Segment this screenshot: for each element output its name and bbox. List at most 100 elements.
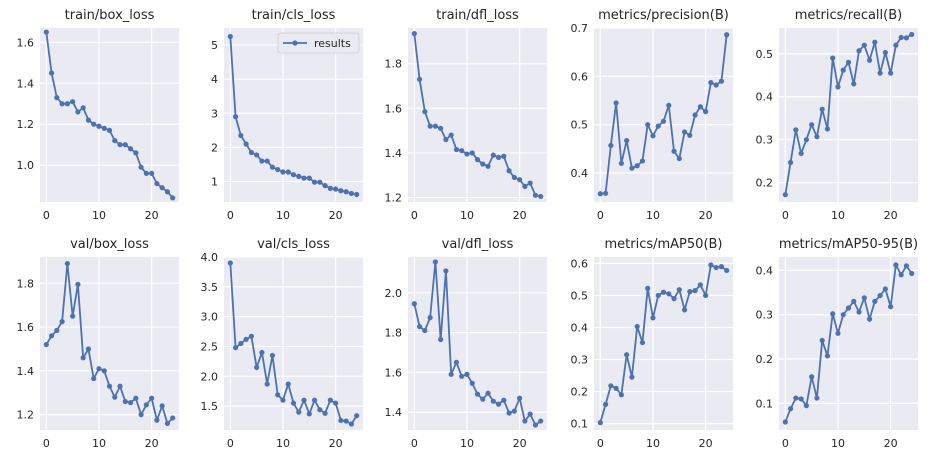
subplot-title: val/cls_loss — [257, 237, 330, 252]
data-point — [427, 123, 433, 129]
data-point — [666, 291, 672, 297]
data-point — [697, 104, 703, 110]
data-point — [480, 396, 486, 402]
data-point — [170, 195, 176, 201]
data-point — [296, 173, 302, 180]
data-point — [101, 368, 107, 374]
y-tick-label: 4.0 — [201, 251, 219, 264]
data-point — [872, 298, 878, 304]
data-point — [522, 183, 528, 189]
data-point — [517, 395, 523, 401]
data-point — [485, 163, 491, 169]
data-point — [354, 413, 360, 419]
y-tick-label: 1.2 — [17, 409, 35, 422]
data-point — [506, 168, 512, 174]
data-point — [259, 349, 265, 356]
data-point — [54, 327, 60, 333]
data-point — [133, 150, 139, 156]
data-point — [798, 150, 804, 157]
data-point — [469, 150, 475, 156]
subplot: 0 10 20 0.4 0.5 0.6 0.7 metrics/precision(B) — [571, 8, 733, 222]
data-point — [608, 383, 614, 389]
data-point — [138, 164, 144, 170]
data-point — [618, 160, 624, 166]
data-point — [708, 262, 714, 268]
data-point — [903, 263, 910, 269]
data-point — [48, 70, 55, 76]
data-point — [127, 146, 134, 152]
data-point — [432, 259, 438, 265]
data-point — [453, 146, 460, 153]
y-tick-label: 0.5 — [756, 48, 774, 61]
data-point — [629, 374, 635, 380]
data-point — [840, 312, 846, 318]
data-point — [443, 268, 449, 274]
data-point — [464, 151, 470, 157]
subplot-title: metrics/recall(B) — [795, 8, 902, 23]
y-tick-label: 0.4 — [756, 91, 774, 104]
data-point — [238, 340, 244, 347]
data-point — [443, 136, 449, 143]
y-tick-label: 0.7 — [571, 22, 589, 35]
plot-area — [40, 28, 179, 202]
data-point — [91, 375, 97, 382]
y-tick-label: 1.8 — [385, 58, 403, 71]
y-tick-label: 0.2 — [756, 353, 774, 366]
data-point — [453, 359, 460, 365]
data-point — [613, 385, 619, 391]
data-point — [692, 112, 698, 118]
data-point — [464, 371, 470, 377]
data-point — [327, 185, 333, 191]
data-point — [713, 264, 719, 271]
y-tick-label: 0.1 — [756, 397, 774, 410]
data-point — [280, 169, 286, 175]
data-point — [527, 411, 533, 417]
data-point — [782, 419, 788, 425]
data-point — [877, 70, 883, 76]
plot-area — [779, 257, 918, 430]
y-tick-label: 1.6 — [17, 321, 35, 334]
x-tick-label: 20 — [329, 437, 343, 450]
data-point — [538, 418, 544, 424]
data-point — [474, 157, 481, 163]
y-tick-label: 1.5 — [201, 400, 219, 413]
data-point — [80, 105, 86, 111]
x-tick-label: 20 — [145, 209, 159, 222]
data-point — [75, 281, 81, 287]
data-point — [164, 189, 171, 195]
data-point — [348, 421, 355, 427]
data-point — [306, 411, 312, 417]
data-point — [301, 397, 307, 403]
data-point — [275, 392, 281, 398]
data-point — [285, 381, 291, 387]
data-point — [322, 183, 328, 189]
y-tick-label: 0.1 — [571, 418, 589, 431]
data-point — [127, 400, 134, 406]
data-point — [803, 137, 809, 143]
y-tick-label: 3 — [211, 107, 218, 120]
x-tick-label: 20 — [699, 437, 713, 450]
data-point — [117, 383, 123, 389]
data-point — [248, 333, 254, 339]
data-point — [793, 395, 799, 401]
data-point — [532, 422, 539, 428]
data-point — [639, 339, 646, 346]
x-tick-label: 0 — [411, 209, 418, 222]
data-point — [650, 133, 656, 139]
data-point — [96, 366, 102, 372]
data-point — [866, 316, 873, 322]
data-point — [422, 327, 428, 334]
x-tick-label: 0 — [43, 209, 50, 222]
data-point — [333, 186, 339, 192]
y-tick-label: 1.8 — [385, 327, 403, 340]
data-point — [149, 170, 155, 176]
x-tick-label: 0 — [227, 437, 234, 450]
x-tick-label: 0 — [411, 437, 418, 450]
subplot-title: metrics/mAP50-95(B) — [779, 237, 918, 252]
data-point — [438, 336, 444, 343]
data-point — [80, 355, 86, 361]
subplot: 0 10 20 1.5 2.0 2.5 3.0 3.5 4.0 val/cls_loss — [201, 237, 363, 450]
plot-area — [408, 257, 547, 430]
data-point — [793, 127, 799, 133]
data-point — [671, 296, 677, 302]
